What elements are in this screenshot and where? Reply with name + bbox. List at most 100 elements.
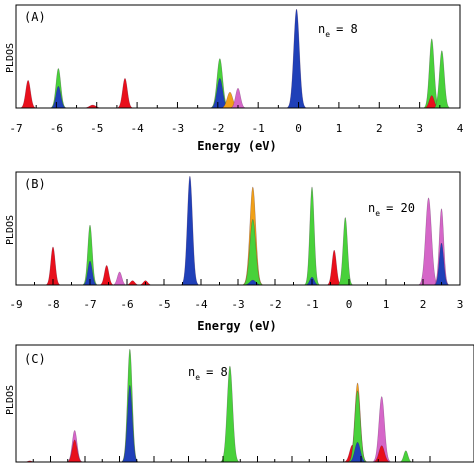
panel-b-xtick-label: -2 [268, 298, 281, 311]
panel-a-xtick-label: -6 [50, 122, 63, 135]
panel-a-xtick-label: 2 [376, 122, 383, 135]
panel-a-ne-label: ne = 8 [318, 22, 358, 39]
panel-c-peak [66, 430, 83, 463]
panel-c-label: (C) [24, 352, 46, 366]
panel-b-xtick-label: -3 [231, 298, 244, 311]
panel-b-xtick-label: 2 [420, 298, 427, 311]
panel-b-peak [338, 216, 353, 286]
panel-c-peak [399, 450, 413, 463]
panel-a-peak [230, 87, 246, 109]
panel-b-xtick-label: 0 [346, 298, 353, 311]
panel-c: (C) ne = 8 PLDOS [5, 344, 474, 463]
panel-a-xtick-label: -2 [211, 122, 224, 135]
panel-b-peak-layer-blue [181, 175, 199, 286]
panel-a-xtick-label: 3 [416, 122, 423, 135]
panel-b-peak [45, 246, 61, 286]
panel-a-peak [20, 80, 37, 109]
panel-b-peaks [45, 175, 449, 286]
panel-a-peak-layer-red [20, 80, 37, 109]
panel-c-peak [220, 365, 239, 463]
panel-a-peaks [20, 8, 450, 109]
panel-a-xtick-label: 4 [457, 122, 464, 135]
panel-b-xtick-label: -5 [157, 298, 170, 311]
panel-b-peak [326, 249, 342, 286]
panel-c-ticks [15, 456, 431, 462]
panel-b-xtick-label: -1 [305, 298, 318, 311]
panel-b-peak-layer-blue [82, 260, 98, 286]
panel-a-peak-layer-green [433, 50, 450, 109]
panel-a-peak-layer-red [117, 78, 133, 109]
panel-b-peak [181, 175, 199, 286]
panel-a-peak [287, 8, 306, 109]
panel-b-peak-layer-magenta [112, 271, 127, 286]
panel-c-peak-layer-green [399, 450, 413, 463]
panel-b-xtick-label: -8 [46, 298, 59, 311]
panel-b-peak [434, 208, 449, 286]
panel-b-peak [99, 265, 114, 286]
panel-a-ylabel: PLDOS [5, 43, 16, 73]
panel-b-peak-layer-red [99, 265, 114, 286]
panel-a-xtick-label: -5 [90, 122, 103, 135]
panel-b-peak-layer-red [326, 249, 342, 286]
panel-c-peak-layer-red [66, 439, 83, 463]
panel-b-peak [82, 224, 98, 286]
panel-c-peak-layer-red [372, 445, 391, 463]
panel-c-peak [348, 382, 367, 463]
panel-b-xlabel: Energy (eV) [197, 319, 276, 333]
panel-b-xtick-label: 1 [383, 298, 390, 311]
panel-b-xtick-label: 3 [457, 298, 464, 311]
panel-b-peak [125, 280, 140, 286]
panel-b-ylabel: PLDOS [5, 215, 16, 245]
panel-a-peak [50, 68, 67, 109]
panel-c-frame [15, 344, 474, 463]
panel-a-peak-layer-blue [287, 8, 306, 109]
panel-b-peak [418, 197, 439, 286]
panel-b-xtick-label: -7 [83, 298, 96, 311]
panel-c-peak [372, 396, 391, 463]
panel-a: -7 -6 -5 -4 -3 -2 -1 0 1 2 3 4 (A) ne = 8 PLDOS Ener… [5, 4, 464, 153]
panel-b-peak-layer-green [82, 224, 98, 286]
panel-b-peak-layer-green [338, 216, 353, 286]
panel-b-peak-layer-blue [434, 242, 449, 286]
panel-b-peak-layer-green [243, 218, 263, 286]
panel-b-ne-label: ne = 20 [368, 201, 415, 218]
panel-a-xlabel: Energy (eV) [197, 139, 276, 153]
panel-b-peak-layer-red [125, 280, 140, 286]
panel-a-peak-layer-magenta [230, 87, 246, 109]
panel-c-ylabel: PLDOS [5, 385, 16, 415]
panel-b-frame [15, 171, 461, 286]
panel-b-peak [243, 186, 263, 286]
panel-b: -9 -8 -7 -6 -5 -4 -3 -2 -1 0 1 2 3 (B) ne = 20 PLDOS … [5, 171, 463, 333]
panel-c-peak-layer-blue [348, 441, 367, 463]
panel-c-peak-layer-blue [121, 384, 138, 463]
panel-c-peak [121, 348, 138, 463]
panel-b-ticks: -9 -8 -7 -6 -5 -4 -3 -2 -1 0 1 2 3 [9, 279, 463, 311]
panel-b-peak [304, 186, 320, 286]
panel-a-peak [117, 78, 133, 109]
panel-a-peak [433, 50, 450, 109]
panel-a-xtick-label: 1 [336, 122, 343, 135]
panel-b-label: (B) [24, 177, 46, 191]
panel-c-peak-layer-magenta [372, 396, 391, 463]
panel-a-peak-layer-blue [50, 85, 67, 109]
panel-b-xtick-label: -6 [120, 298, 133, 311]
panel-b-peak-layer-magenta [418, 197, 439, 286]
panel-b-xtick-label: -4 [194, 298, 208, 311]
panel-a-ticks: -7 -6 -5 -4 -3 -2 -1 0 1 2 3 4 [9, 102, 464, 135]
panel-a-peak [210, 58, 230, 109]
panel-c-peak-layer-green [220, 365, 239, 463]
panel-b-xtick-label: -9 [9, 298, 22, 311]
panel-b-peak-layer-red [45, 246, 61, 286]
panel-a-xtick-label: -4 [130, 122, 144, 135]
panel-a-xtick-label: -3 [171, 122, 184, 135]
panel-a-xtick-label: 0 [295, 122, 302, 135]
panel-c-peaks [22, 348, 413, 463]
panel-c-ne-label: ne = 8 [188, 365, 228, 382]
panel-b-peak-layer-green [304, 186, 320, 286]
panel-a-label: (A) [24, 10, 46, 24]
panel-a-xtick-label: -7 [9, 122, 22, 135]
panel-a-xtick-label: -1 [252, 122, 265, 135]
panel-b-peak [112, 271, 127, 286]
panel-c-peak-layer-green [348, 390, 367, 463]
